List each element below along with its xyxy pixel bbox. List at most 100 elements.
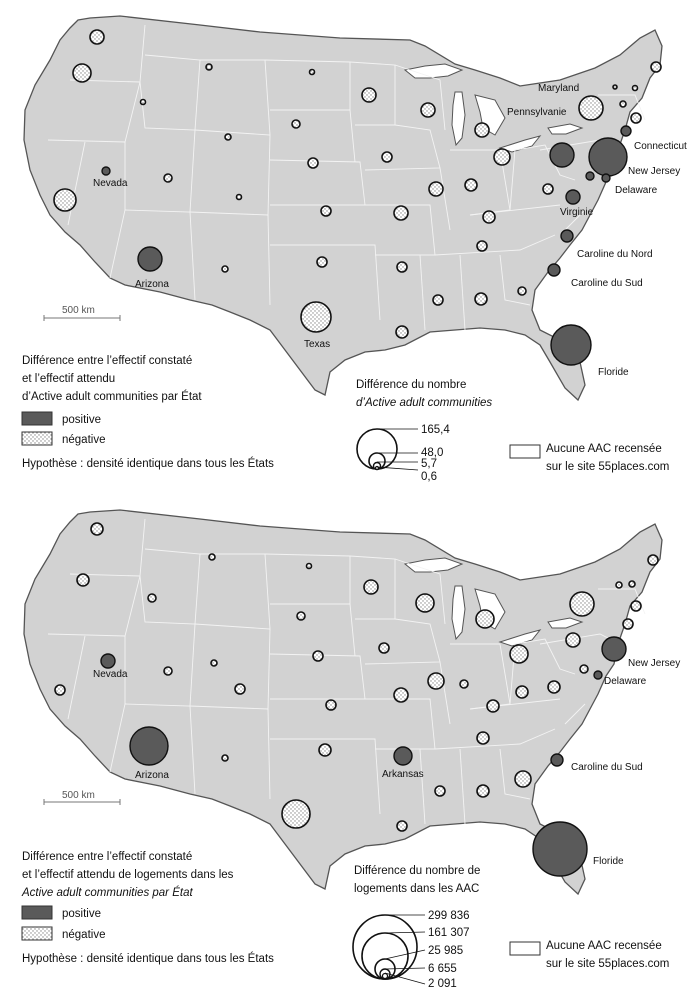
- symbol-wisconsin: [420, 102, 436, 118]
- symbol-arizona: [137, 246, 163, 272]
- symbol-arkansas: [396, 261, 408, 273]
- symbol-new-jersey-b: [601, 636, 627, 662]
- symbol-new-mexico-b: [221, 754, 229, 762]
- symbol-louisiana-b: [396, 820, 408, 832]
- symbol-tennessee: [476, 240, 488, 252]
- size-value-2: 5,7: [421, 458, 437, 470]
- label-new-jersey-b: New Jersey: [628, 658, 680, 669]
- size-legend-bottom: Différence du nombre de logements dans l…: [352, 865, 480, 988]
- symbol-new-mexico: [221, 265, 229, 273]
- symbol-kentucky: [482, 210, 496, 224]
- legend-b-positive-label: positive: [62, 908, 101, 920]
- legend-b-negative-swatch: [21, 926, 53, 941]
- none-legend-bottom: Aucune AAC recensée sur le site 55places…: [509, 940, 669, 970]
- label-nevada: Nevada: [93, 178, 128, 189]
- symbol-florida-b: [532, 821, 588, 877]
- label-caroline-sud-b: Caroline du Sud: [571, 762, 643, 773]
- symbol-massachusetts: [630, 112, 642, 124]
- symbol-new-york-b: [569, 591, 595, 617]
- symbols-bottom: [54, 522, 659, 877]
- symbol-nebraska-b: [312, 650, 324, 662]
- symbol-new-york: [578, 95, 604, 121]
- legend-b-title-line2: et l’effectif attendu de logements dans …: [22, 869, 234, 881]
- symbol-montana-b: [208, 553, 216, 561]
- symbol-oklahoma: [316, 256, 328, 268]
- symbol-iowa-b: [378, 642, 390, 654]
- symbol-minnesota-b: [363, 579, 379, 595]
- symbol-new-jersey: [588, 137, 628, 177]
- label-arkansas-b: Arkansas: [382, 769, 424, 780]
- legend-hypothesis: Hypothèse : densité identique dans tous …: [22, 457, 274, 470]
- symbol-missouri: [393, 205, 409, 221]
- label-caroline-nord: Caroline du Nord: [577, 249, 653, 260]
- scale-bar-bottom: 500 km: [43, 790, 121, 805]
- symbol-california-b: [54, 684, 66, 696]
- none-line1-bottom: Aucune AAC recensée: [546, 940, 662, 952]
- size-value-3: 0,6: [421, 471, 437, 483]
- symbol-arizona-b: [129, 726, 169, 766]
- lake-ontario: [547, 123, 584, 135]
- symbol-michigan: [474, 122, 490, 138]
- lake-ontario-b: [547, 617, 584, 629]
- symbol-indiana-b: [459, 679, 469, 689]
- symbol-delaware: [601, 173, 611, 183]
- symbol-utah: [163, 173, 173, 183]
- symbol-north-carolina-b: [547, 680, 561, 694]
- symbol-nevada: [101, 166, 111, 176]
- none-line2-top: sur le site 55places.com: [546, 461, 669, 473]
- symbol-west-virginia: [542, 183, 554, 195]
- symbol-virginia: [565, 189, 581, 205]
- size-value-1: 48,0: [421, 447, 443, 459]
- label-floride-b: Floride: [593, 856, 624, 867]
- size-legend-top: Différence du nombre d’Active adult comm…: [356, 379, 492, 483]
- symbol-ohio-b: [509, 644, 529, 664]
- usa-land-bottom: [23, 509, 663, 896]
- symbol-south-carolina-b: [550, 753, 564, 767]
- size-title-line2: d’Active adult communities: [356, 397, 492, 409]
- symbol-kansas: [320, 205, 332, 217]
- symbol-pennsylvania: [549, 142, 575, 168]
- symbol-idaho-b: [147, 593, 157, 603]
- state-labels-top: Nevada Arizona Texas Maryland Pennsylvan…: [93, 83, 687, 378]
- lake-michigan: [451, 91, 466, 147]
- symbol-georgia-b: [514, 770, 532, 788]
- legend-negative-swatch: [21, 431, 53, 446]
- none-line1-top: Aucune AAC recensée: [546, 443, 662, 455]
- state-labels-bottom: Nevada Arizona Arkansas New Jersey Delaw…: [93, 658, 680, 867]
- size-title-line1: Différence du nombre: [356, 379, 466, 391]
- symbol-texas-b: [281, 799, 311, 829]
- legend-bottom: Différence entre l’effectif constaté et …: [21, 851, 274, 965]
- label-texas: Texas: [304, 339, 330, 350]
- legend-positive-swatch: [21, 411, 53, 426]
- symbol-georgia: [517, 286, 527, 296]
- symbol-connecticut: [620, 125, 632, 137]
- symbol-arkansas-b: [393, 746, 413, 766]
- symbol-illinois: [428, 181, 444, 197]
- legend-top: Différence entre l’effectif constaté et …: [21, 355, 274, 470]
- symbol-maine-b: [647, 554, 659, 566]
- none-swatch-top: [509, 444, 541, 459]
- legend-title-line3: d’Active adult communities par État: [22, 390, 202, 403]
- scale-label-bottom: 500 km: [62, 790, 95, 801]
- symbol-mississippi-b: [434, 785, 446, 797]
- size-b-value-2: 25 985: [428, 945, 463, 957]
- symbol-maryland: [585, 171, 595, 181]
- symbol-maryland-b: [579, 664, 589, 674]
- size-b-value-4: 2 091: [428, 978, 457, 988]
- size-b-value-3: 6 655: [428, 963, 457, 975]
- label-delaware-b: Delaware: [604, 676, 647, 687]
- legend-negative-label: négative: [62, 434, 105, 446]
- symbol-california: [53, 188, 77, 212]
- symbol-pennsylvania-b: [565, 632, 581, 648]
- none-line2-bottom: sur le site 55places.com: [546, 958, 669, 970]
- symbol-idaho: [139, 98, 147, 106]
- symbol-minnesota: [361, 87, 377, 103]
- symbols-top: [53, 29, 662, 366]
- legend-title-line2: et l’effectif attendu: [22, 373, 115, 385]
- symbol-washington: [89, 29, 105, 45]
- symbol-new-hampshire: [631, 84, 639, 92]
- size-b-title-line2: logements dans les AAC: [354, 883, 479, 895]
- symbol-south-dakota-b: [296, 611, 306, 621]
- map-panel-aac-housing: Nevada Arizona Arkansas New Jersey Delaw…: [0, 494, 700, 988]
- symbol-oregon-b: [76, 573, 90, 587]
